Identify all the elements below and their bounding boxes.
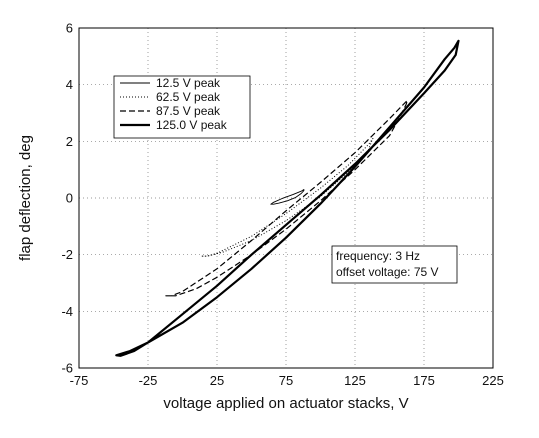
x-tick-label: 225 bbox=[482, 373, 504, 388]
series-line-0 bbox=[270, 189, 305, 205]
y-tick-label: -6 bbox=[61, 361, 73, 376]
legend-label: 62.5 V peak bbox=[156, 90, 221, 104]
y-tick-label: -2 bbox=[61, 247, 73, 262]
annotation-line: offset voltage: 75 V bbox=[336, 265, 439, 279]
series-group bbox=[115, 39, 460, 357]
y-tick-label: 4 bbox=[66, 77, 73, 92]
annotation-box: frequency: 3 Hz offset voltage: 75 V bbox=[331, 245, 458, 284]
x-tick-label: -25 bbox=[139, 373, 158, 388]
annotation-frame bbox=[331, 245, 458, 284]
x-tick-label: 25 bbox=[210, 373, 224, 388]
series-line-3 bbox=[115, 39, 460, 357]
legend-label: 12.5 V peak bbox=[156, 76, 221, 90]
y-tick-label: 2 bbox=[66, 134, 73, 149]
x-tick-label: 175 bbox=[413, 373, 435, 388]
y-tick-label: -4 bbox=[61, 304, 73, 319]
plot-frame bbox=[78, 27, 494, 369]
x-axis-label: voltage applied on actuator stacks, V bbox=[163, 395, 408, 412]
annotation-line: frequency: 3 Hz bbox=[336, 249, 420, 263]
legend-label: 125.0 V peak bbox=[156, 118, 228, 132]
x-tick-label: 75 bbox=[279, 373, 293, 388]
x-tick-labels: -75 -25 25 75 125 175 225 bbox=[70, 373, 504, 388]
x-tick-label: 125 bbox=[344, 373, 366, 388]
legend-label: 87.5 V peak bbox=[156, 104, 221, 118]
y-axis-label: flap deflection, deg bbox=[17, 135, 34, 261]
legend-box bbox=[113, 75, 251, 139]
y-tick-label: 6 bbox=[66, 21, 73, 36]
series-line-2 bbox=[165, 99, 408, 297]
y-tick-label: 0 bbox=[66, 191, 73, 206]
y-tick-labels: -6 -4 -2 0 2 4 6 bbox=[61, 21, 73, 376]
x-tick-label: -75 bbox=[70, 373, 89, 388]
